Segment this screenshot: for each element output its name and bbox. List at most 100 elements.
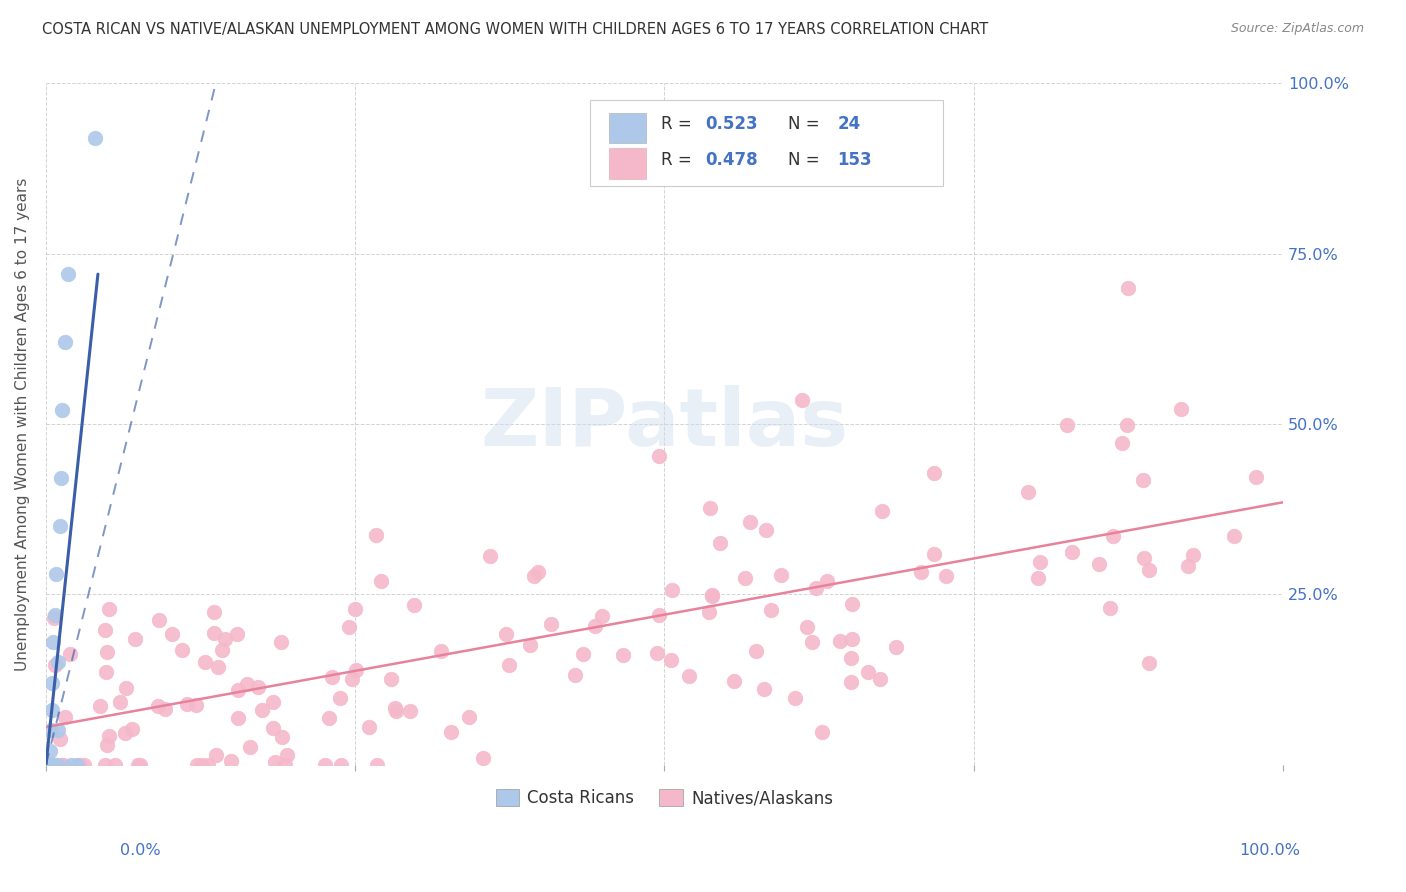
Text: 100.0%: 100.0% [1240, 843, 1301, 858]
Point [250, 703, 273, 717]
FancyBboxPatch shape [609, 112, 645, 144]
Point [219, 754, 242, 768]
Point [38, 757, 60, 772]
Point [792, 392, 814, 407]
Point [811, 725, 834, 739]
Point [337, 620, 360, 634]
Point [146, 698, 169, 713]
Point [1056, 417, 1078, 432]
Point [202, 605, 225, 619]
Point [540, 617, 562, 632]
Point [839, 674, 862, 689]
Point [170, 642, 193, 657]
Point [69, 757, 91, 772]
Point [186, 757, 208, 772]
Point [752, 681, 775, 696]
Point [457, 710, 479, 724]
Point [564, 668, 586, 682]
Point [124, 632, 146, 646]
Point [796, 619, 818, 633]
Point [648, 607, 671, 622]
Point [45, 757, 67, 772]
Point [264, 756, 287, 770]
Point [48, 519, 70, 533]
Text: 153: 153 [838, 151, 872, 169]
Point [1132, 551, 1154, 566]
Point [51, 403, 73, 417]
Point [59, 757, 82, 772]
Point [72, 757, 94, 772]
Point [262, 694, 284, 708]
Point [359, 720, 381, 734]
Point [1087, 557, 1109, 571]
Text: ZIPatlas: ZIPatlas [481, 385, 849, 463]
Point [583, 619, 606, 633]
Point [841, 632, 863, 646]
Y-axis label: Unemployment Among Women with Children Ages 6 to 17 years: Unemployment Among Women with Children A… [15, 178, 30, 671]
Point [270, 634, 292, 648]
Point [700, 589, 723, 603]
Point [46, 656, 69, 670]
Point [384, 704, 406, 718]
Point [51, 757, 73, 772]
Point [39, 757, 62, 772]
Point [884, 640, 907, 655]
Point [44, 658, 66, 673]
Text: R =: R = [661, 115, 697, 134]
Point [440, 724, 463, 739]
Point [236, 677, 259, 691]
Text: 0.478: 0.478 [706, 151, 758, 169]
Point [804, 581, 827, 595]
Point [52, 757, 75, 772]
Point [366, 757, 388, 772]
Point [1098, 600, 1121, 615]
Point [58, 267, 80, 281]
Point [121, 723, 143, 737]
Point [870, 504, 893, 518]
Point [318, 711, 340, 725]
Point [922, 547, 945, 561]
Point [226, 711, 249, 725]
Point [96, 645, 118, 659]
Point [194, 655, 217, 669]
Point [96, 665, 118, 679]
Point [197, 757, 219, 772]
Point [612, 648, 634, 662]
Point [1101, 529, 1123, 543]
Point [228, 683, 250, 698]
Legend: Costa Ricans, Natives/Alaskans: Costa Ricans, Natives/Alaskans [489, 782, 839, 814]
Point [84, 131, 107, 145]
Point [202, 626, 225, 640]
Point [59, 647, 82, 661]
Point [89, 699, 111, 714]
Point [1137, 656, 1160, 670]
Text: 24: 24 [838, 115, 860, 134]
Text: N =: N = [789, 115, 825, 134]
Text: N =: N = [789, 151, 825, 169]
Point [699, 501, 721, 516]
Point [35, 757, 58, 772]
Point [211, 643, 233, 657]
Point [342, 672, 364, 686]
Point [103, 757, 125, 772]
Point [96, 738, 118, 752]
Point [207, 660, 229, 674]
Point [114, 726, 136, 740]
Point [723, 673, 745, 688]
Point [128, 757, 150, 772]
Point [39, 723, 62, 738]
Point [37, 757, 59, 772]
Point [49, 731, 72, 746]
Point [429, 644, 451, 658]
Point [478, 549, 501, 564]
Point [869, 672, 891, 686]
Point [97, 601, 120, 615]
Point [1118, 281, 1140, 295]
Point [661, 582, 683, 597]
Text: COSTA RICAN VS NATIVE/ALASKAN UNEMPLOYMENT AMONG WOMEN WITH CHILDREN AGES 6 TO 1: COSTA RICAN VS NATIVE/ALASKAN UNEMPLOYME… [42, 22, 988, 37]
Point [108, 695, 131, 709]
Point [1137, 563, 1160, 577]
Point [1026, 571, 1049, 585]
Point [153, 701, 176, 715]
Text: R =: R = [661, 151, 697, 169]
